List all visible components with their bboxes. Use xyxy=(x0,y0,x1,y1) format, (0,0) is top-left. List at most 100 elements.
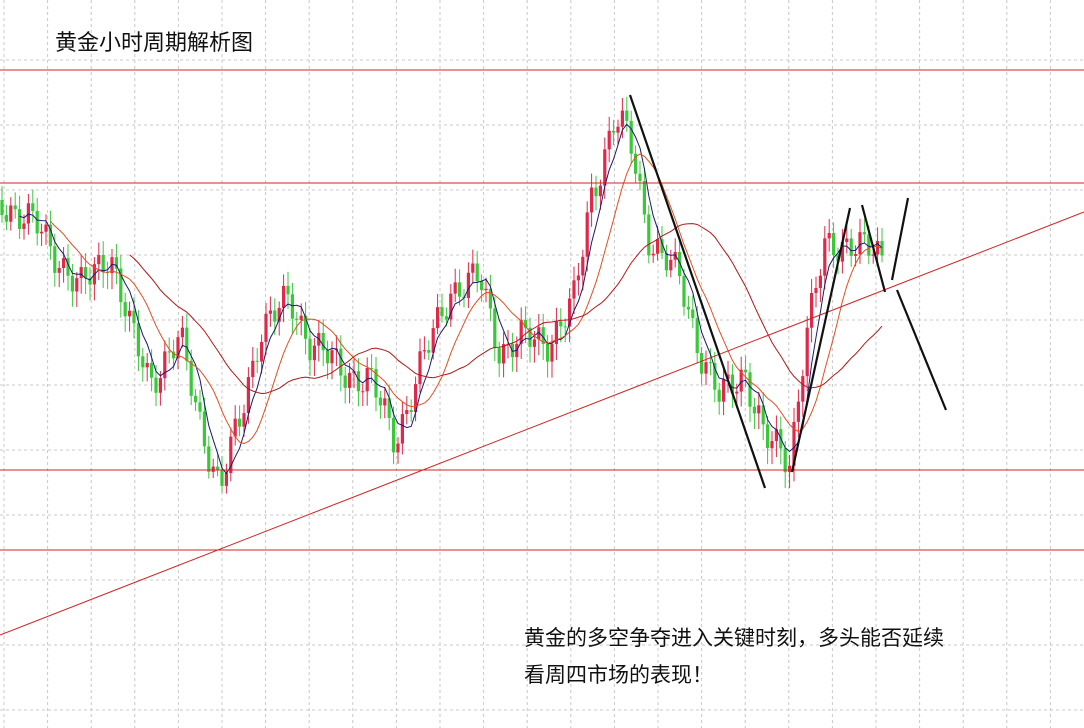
candle-body xyxy=(427,350,431,353)
candle-body xyxy=(312,345,316,361)
candle-body xyxy=(497,348,501,364)
candle-body xyxy=(48,224,52,247)
candle-body xyxy=(220,469,224,486)
candle-body xyxy=(194,395,198,403)
candle-body xyxy=(18,209,22,229)
candle-body xyxy=(810,293,814,328)
candle-body xyxy=(792,421,796,466)
candle-body xyxy=(682,276,686,307)
candle-body xyxy=(405,410,409,415)
candle-body xyxy=(339,348,343,376)
candle-body xyxy=(422,350,426,352)
candle-body xyxy=(744,369,748,373)
candle-body xyxy=(550,344,554,362)
candle-body xyxy=(290,294,294,319)
candle-body xyxy=(321,332,325,351)
candle-body xyxy=(867,234,871,256)
candle-body xyxy=(651,253,655,256)
candle-body xyxy=(348,372,352,388)
candle-body xyxy=(818,275,822,289)
candle-body xyxy=(141,356,145,368)
candle-body xyxy=(774,429,778,442)
candles xyxy=(0,96,884,494)
candle-body xyxy=(392,417,396,453)
candle-body xyxy=(590,187,594,213)
candle-body xyxy=(84,267,88,279)
candle-body xyxy=(185,327,189,361)
trend-line xyxy=(895,289,948,411)
candle-body xyxy=(13,205,17,210)
trend-line xyxy=(890,197,910,281)
candle-body xyxy=(299,315,303,320)
candle-body xyxy=(202,411,206,447)
candle-body xyxy=(572,280,576,299)
candle-body xyxy=(70,275,74,292)
candle-body xyxy=(502,344,506,364)
candle-body xyxy=(176,337,180,359)
candle-body xyxy=(387,398,391,418)
candle-body xyxy=(704,362,708,374)
candle-body xyxy=(678,252,682,277)
candle-body xyxy=(546,344,550,362)
candle-body xyxy=(805,327,809,377)
candle-body xyxy=(75,278,79,292)
candle-body xyxy=(370,367,374,370)
candle-body xyxy=(132,310,136,324)
candle-body xyxy=(475,263,479,282)
candle-body xyxy=(858,232,862,255)
candle-body xyxy=(871,254,875,256)
candle-body xyxy=(365,367,369,392)
candle-body xyxy=(224,473,228,486)
candle-body xyxy=(431,328,435,353)
candle-body xyxy=(414,384,418,413)
candle-body xyxy=(647,214,651,256)
candle-body xyxy=(616,126,620,133)
candle-body xyxy=(172,351,176,359)
trend-lines xyxy=(628,94,948,489)
candle-body xyxy=(629,120,633,154)
candle-body xyxy=(480,281,484,291)
candle-body xyxy=(532,339,536,347)
candle-body xyxy=(876,240,880,255)
candle-body xyxy=(97,255,101,265)
candle-body xyxy=(823,238,827,276)
candle-body xyxy=(735,391,739,394)
candle-body xyxy=(827,232,831,239)
candle-body xyxy=(273,310,277,322)
caption-line: 黄金的多空争夺进入关键时刻，多头能否延续 xyxy=(524,626,944,650)
candle-body xyxy=(717,389,721,402)
candle-body xyxy=(238,418,242,427)
candle-body xyxy=(216,466,220,470)
candle-body xyxy=(554,321,558,345)
candle-body xyxy=(766,424,770,449)
candle-body xyxy=(295,318,299,320)
candle-body xyxy=(752,406,756,414)
candle-body xyxy=(444,316,448,320)
candle-body xyxy=(114,257,118,269)
candle-body xyxy=(57,268,61,273)
candle-body xyxy=(136,323,140,357)
candle-body xyxy=(356,371,360,392)
candle-body xyxy=(154,377,158,393)
candle-body xyxy=(79,267,83,279)
trend-support-line xyxy=(0,211,1084,636)
candle-body xyxy=(53,246,57,273)
candle-body xyxy=(101,255,105,272)
candle-body xyxy=(695,318,699,354)
candle-body xyxy=(409,410,413,413)
candle-body xyxy=(796,401,800,422)
trend-line xyxy=(790,207,852,473)
candle-body xyxy=(242,413,246,427)
candle-body xyxy=(180,327,184,338)
candle-body xyxy=(198,402,202,412)
candle-body xyxy=(396,443,400,453)
candle-body xyxy=(563,326,567,328)
candle-body xyxy=(260,341,264,362)
candle-body xyxy=(801,376,805,402)
candle-body xyxy=(449,293,453,320)
candle-body xyxy=(62,258,66,269)
candle-body xyxy=(638,173,642,182)
candle-body xyxy=(255,360,259,362)
